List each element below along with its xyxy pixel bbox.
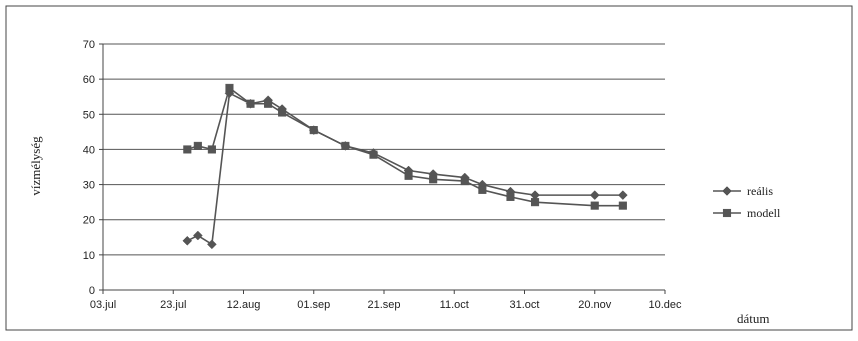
y-tick-label: 50 <box>83 109 95 121</box>
axes <box>99 43 666 294</box>
y-tick-label: 70 <box>83 39 95 51</box>
data-point-square <box>590 201 599 210</box>
data-point-square <box>429 175 438 184</box>
x-tick-label: 31.oct <box>510 299 540 311</box>
data-point-diamond <box>617 190 628 200</box>
x-tick-label: 12.aug <box>227 299 261 311</box>
data-point-square <box>722 208 732 218</box>
y-axis-label: vízmélység <box>28 136 43 196</box>
data-point-square <box>264 99 273 108</box>
data-point-diamond <box>722 186 732 196</box>
x-tick-label: 23.jul <box>160 299 186 311</box>
x-tick-label: 01.sep <box>297 299 330 311</box>
data-point-square <box>404 171 413 180</box>
data-point-square <box>618 201 627 210</box>
x-tick-label: 11.oct <box>440 299 469 311</box>
data-point-square <box>506 192 515 201</box>
y-tick-label: 30 <box>83 180 95 192</box>
y-tick-label: 0 <box>89 285 95 297</box>
data-point-diamond <box>207 239 217 250</box>
data-point-square <box>530 198 540 207</box>
legend: reális modell <box>713 184 781 220</box>
x-tick-label: 20.nov <box>578 299 612 311</box>
data-point-diamond <box>192 230 203 241</box>
data-point-square <box>369 150 378 159</box>
data-point-diamond <box>182 235 193 246</box>
x-axis-label: dátum <box>737 311 770 326</box>
x-tick-label: 21.sep <box>367 299 400 311</box>
data-point-square <box>225 83 234 92</box>
y-tick-label: 20 <box>83 215 95 227</box>
x-tick-labels: 03.jul 23.jul 12.aug 01.sep 21.sep 11.oct 31.o… <box>90 299 682 311</box>
data-point-square <box>460 177 469 186</box>
data-point-diamond <box>589 190 600 200</box>
series-line-modell <box>187 86 623 207</box>
legend-label: reális <box>747 184 773 198</box>
data-point-square <box>207 145 216 154</box>
data-point-square <box>309 126 318 135</box>
y-tick-label: 60 <box>83 74 95 86</box>
chart-frame <box>5 5 853 331</box>
data-point-square <box>193 141 202 150</box>
x-tick-label: 10.dec <box>648 299 682 311</box>
data-point-square <box>183 145 192 154</box>
y-tick-label: 10 <box>83 250 95 262</box>
data-point-square <box>478 185 487 194</box>
y-tick-label: 40 <box>83 144 95 156</box>
legend-label: modell <box>747 206 781 220</box>
data-point-square <box>341 141 350 150</box>
x-tick-label: 03.jul <box>90 299 116 311</box>
data-point-square <box>278 108 287 117</box>
series-group <box>182 83 628 250</box>
y-tick-labels: 0 10 20 30 40 50 60 70 <box>83 39 95 297</box>
data-point-square <box>246 99 255 108</box>
